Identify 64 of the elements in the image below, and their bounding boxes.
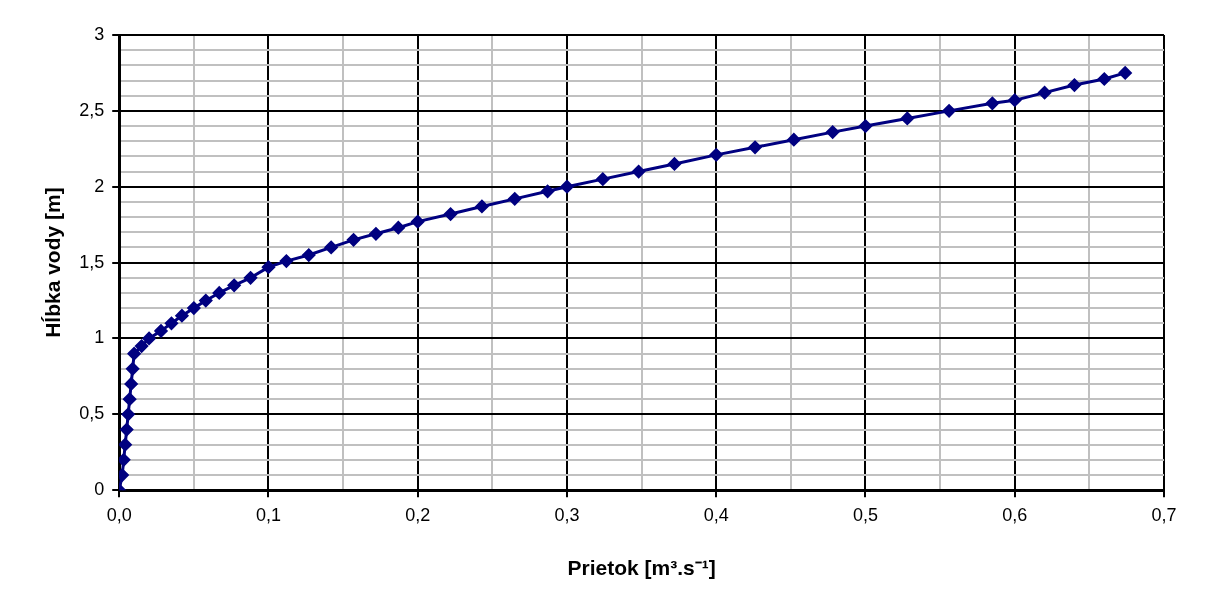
x-tick-label: 0,5	[852, 504, 879, 525]
point	[560, 180, 574, 194]
point	[119, 453, 131, 467]
point	[1008, 93, 1022, 107]
point	[596, 172, 610, 186]
point	[369, 227, 383, 241]
point	[632, 165, 646, 179]
point	[199, 294, 213, 308]
x-tick-label: 0,2	[405, 504, 431, 525]
point	[121, 407, 135, 421]
point	[1038, 86, 1052, 100]
y-tick-label: 0	[94, 479, 105, 500]
point	[858, 119, 872, 133]
y-tick-label: 2,5	[79, 99, 105, 120]
point	[142, 331, 156, 345]
point	[244, 271, 258, 285]
point	[444, 207, 458, 221]
y-tick-label: 0,5	[79, 403, 105, 424]
x-tick-label: 0,7	[1151, 504, 1177, 525]
y-axis-title: Hĺbka vody [m]	[41, 187, 65, 338]
point	[135, 339, 149, 353]
x-tick-label: 0,0	[106, 504, 132, 525]
point	[123, 392, 137, 406]
x-tick-label: 0,1	[255, 504, 281, 525]
point	[900, 111, 914, 125]
point	[154, 324, 168, 338]
point	[985, 96, 999, 110]
point	[826, 125, 840, 139]
point	[324, 240, 338, 254]
point	[391, 221, 405, 235]
point	[541, 184, 555, 198]
x-axis-title: Prietok [m³.s⁻¹]	[567, 556, 716, 580]
point	[748, 140, 762, 154]
point	[667, 157, 681, 171]
y-tick-label: 1,5	[79, 251, 105, 272]
y-tick-label: 2	[94, 175, 105, 196]
point	[411, 215, 425, 229]
y-tick-label: 3	[94, 23, 105, 44]
x-tick-label: 0,6	[1002, 504, 1028, 525]
point	[347, 233, 361, 247]
y-tick-label: 1	[94, 327, 105, 348]
point	[175, 309, 189, 323]
x-tick-label: 0,4	[703, 504, 729, 525]
point	[212, 286, 226, 300]
point	[508, 192, 522, 206]
point	[164, 316, 178, 330]
point	[1118, 66, 1132, 80]
point	[124, 377, 138, 391]
point	[709, 148, 723, 162]
point	[1067, 78, 1081, 92]
point	[942, 104, 956, 118]
point	[261, 260, 275, 274]
point	[119, 438, 132, 452]
point	[1097, 72, 1111, 86]
point	[227, 278, 241, 292]
point	[127, 347, 141, 361]
point	[126, 362, 140, 376]
point	[475, 199, 489, 213]
point	[187, 301, 201, 315]
point	[787, 133, 801, 147]
point	[302, 248, 316, 262]
point	[279, 254, 293, 268]
point	[120, 423, 134, 437]
x-tick-label: 0,3	[554, 504, 580, 525]
